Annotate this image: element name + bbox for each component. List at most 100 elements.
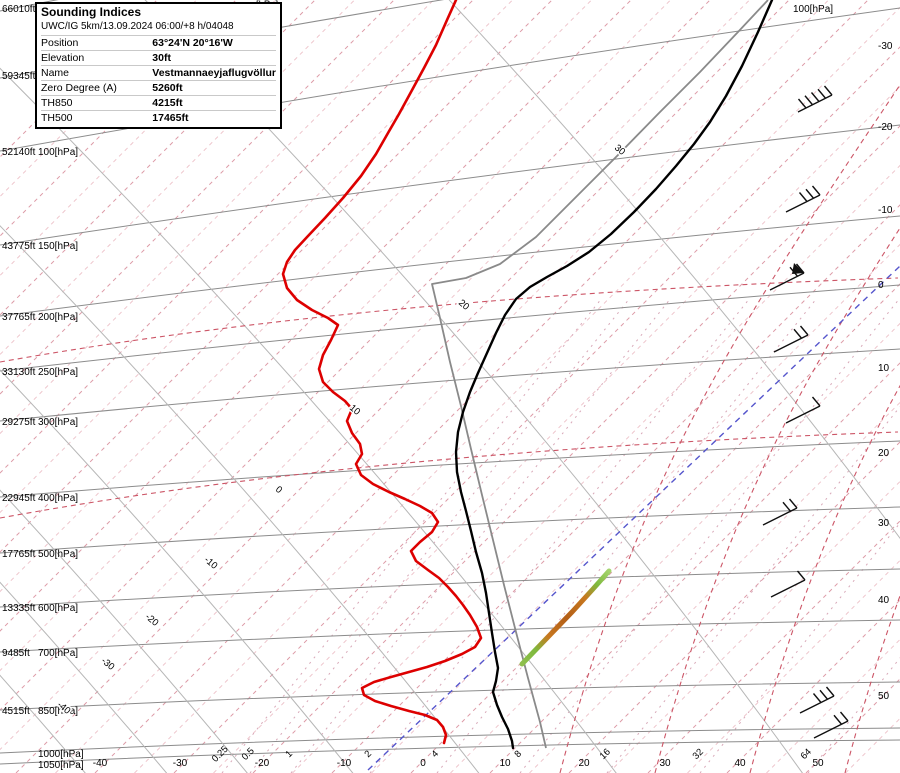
moist-adiabat-line <box>749 384 900 773</box>
isobar-line <box>0 727 900 754</box>
isotherm-line <box>0 0 592 593</box>
isobar-line <box>0 681 900 711</box>
temperature-axis-label: 30 <box>878 518 890 529</box>
row-value: 63°24'N 20°16'W <box>152 35 276 51</box>
table-row: Zero Degree (A) 5260ft <box>41 80 276 96</box>
dry-adiabat-line <box>0 369 354 773</box>
row-label: TH500 <box>41 110 153 125</box>
isotherm-line <box>726 599 900 773</box>
mixing-ratio-label: 1 <box>283 748 295 760</box>
temperature-axis-label: -30 <box>173 758 188 769</box>
wind-barb-icon <box>773 325 809 353</box>
pressure-axis-label: 150[hPa] <box>38 241 78 252</box>
isotherm-line <box>331 204 900 773</box>
temperature-axis-label: 20 <box>578 758 590 769</box>
panel-subtitle: UWC/IG 5km/13.09.2024 06:00/+8 h/04048 <box>41 21 234 32</box>
wind-barb-icon <box>797 85 833 113</box>
wind-barb-column <box>762 85 849 739</box>
row-value: 4215ft <box>152 95 276 111</box>
dewpoint-curve <box>281 0 483 745</box>
isobar-line <box>0 739 900 765</box>
isotherm-line <box>0 0 671 672</box>
temperature-axis-label: 10 <box>878 363 890 374</box>
table-row: TH850 4215ft <box>41 95 276 111</box>
isotherm-line <box>489 362 900 773</box>
parcel-curve <box>431 0 769 749</box>
pressure-axis-label: 400[hPa] <box>38 493 78 504</box>
altitude-axis-label: 59345ft <box>2 71 36 82</box>
isotherm-line <box>173 46 900 773</box>
mixing-ratio-line <box>436 299 816 773</box>
isotherm-line <box>94 0 869 773</box>
temperature-axis-label: -40 <box>93 758 108 769</box>
row-value: Vestmannaeyjaflugvöllur <box>152 65 276 81</box>
mixing-ratio-line <box>249 299 629 773</box>
table-row: Elevation 30ft <box>41 50 276 66</box>
temperature-curve <box>454 0 774 750</box>
dry-adiabat-label: -20 <box>143 611 161 628</box>
mixing-ratio-label: 0.25 <box>210 744 231 765</box>
temperature-axis-label: -30 <box>878 41 893 52</box>
wind-barb-icon <box>785 185 821 213</box>
pressure-axis-label: 100[hPa] <box>793 4 833 15</box>
dry-adiabat-line <box>0 225 480 773</box>
isotherm-line <box>0 0 632 632</box>
isotherm-line <box>845 717 900 773</box>
pressure-axis-label: 1050[hPa] <box>38 760 84 771</box>
temperature-axis-label: 20 <box>878 448 890 459</box>
pressure-axis-label: 500[hPa] <box>38 549 78 560</box>
moist-adiabat-line <box>844 594 900 773</box>
temperature-axis-label: 0 <box>420 758 426 769</box>
table-row: Position 63°24'N 20°16'W <box>41 35 276 51</box>
altitude-axis-label: 13335ft <box>2 603 36 614</box>
altitude-axis-label: 22945ft <box>2 493 36 504</box>
dry-adiabat-label: 0 <box>273 484 284 496</box>
mixing-ratio-line <box>519 299 899 773</box>
row-label: Name <box>41 65 153 81</box>
temperature-axis-label: -10 <box>337 758 352 769</box>
table-row: Name Vestmannaeyjaflugvöllur <box>41 65 276 81</box>
isobar-line <box>0 348 900 422</box>
mixing-ratio-line <box>606 405 900 773</box>
dry-adiabat-label: -30 <box>99 655 117 672</box>
temperature-axis-label: 40 <box>878 595 890 606</box>
row-label: Zero Degree (A) <box>41 80 153 96</box>
isotherm-line <box>0 0 513 514</box>
sounding-indices-panel: Sounding Indices UWC/IG 5km/13.09.2024 0… <box>35 2 282 129</box>
isotherm-line <box>0 0 434 435</box>
altitude-axis-label: 52140ft <box>2 147 36 158</box>
wind-barb-icon <box>799 686 835 714</box>
isotherm-line <box>15 0 790 773</box>
dry-adiabat-label: 20 <box>456 297 471 312</box>
cape-highlight-segment <box>519 568 612 667</box>
pressure-axis-label: 850[hPa] <box>38 706 78 717</box>
mixing-ratio-label: 4 <box>429 748 441 760</box>
row-value: 17465ft <box>152 110 276 125</box>
dry-adiabat-label: 30 <box>612 142 627 157</box>
pressure-axis-label: 100[hPa] <box>38 147 78 158</box>
altitude-axis-label: 4515ft <box>2 706 30 717</box>
dry-adiabat-line <box>0 674 86 773</box>
pressure-axis-label: 200[hPa] <box>38 312 78 323</box>
isobar-line <box>0 506 900 554</box>
isotherm-line <box>568 441 900 773</box>
mixing-ratio-label: 32 <box>691 747 706 762</box>
wind-barb-icon <box>770 570 806 598</box>
isotherm-line <box>252 125 900 773</box>
isotherm-line <box>0 0 553 553</box>
isotherm-line <box>450 322 900 773</box>
temperature-axis-label: 30 <box>659 758 671 769</box>
wind-barb-icon <box>769 263 805 291</box>
temperature-axis-label: -20 <box>255 758 270 769</box>
mixing-ratio-label: 2 <box>362 748 374 760</box>
isobar-line <box>0 568 900 608</box>
indices-table: Position 63°24'N 20°16'W Elevation 30ft … <box>41 35 276 125</box>
isotherm-line <box>410 283 900 773</box>
wind-barb-icon <box>813 711 849 739</box>
moist-adiabat-line <box>559 83 900 773</box>
isotherm-line <box>371 243 900 773</box>
isotherm-line <box>0 0 711 711</box>
mixing-ratio-line <box>369 299 749 773</box>
